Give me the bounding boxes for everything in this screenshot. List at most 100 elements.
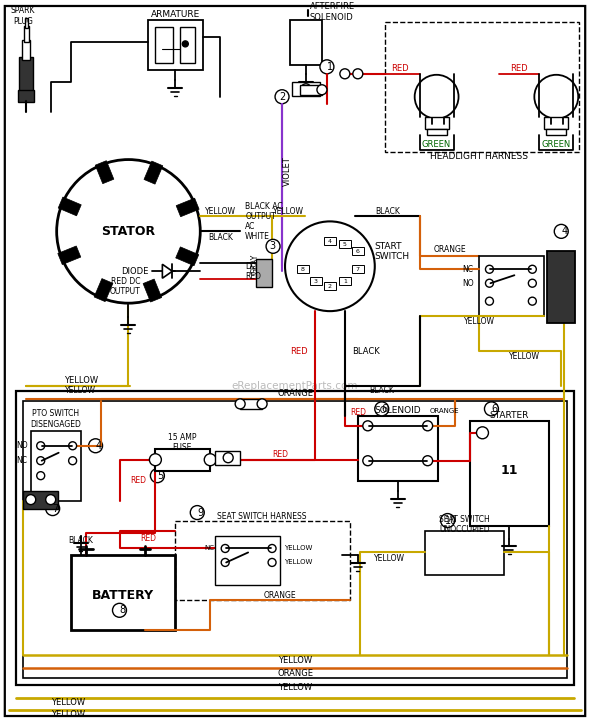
Circle shape <box>37 472 45 480</box>
Text: AC
WHITE: AC WHITE <box>245 222 270 241</box>
Bar <box>22 40 30 60</box>
Bar <box>144 161 163 184</box>
Bar <box>470 420 549 526</box>
Text: YELLOW: YELLOW <box>509 351 540 361</box>
Text: BLACK: BLACK <box>369 387 394 395</box>
Text: YELLOW: YELLOW <box>51 698 85 706</box>
Text: ORANGE: ORANGE <box>277 390 313 398</box>
Bar <box>339 277 351 285</box>
Text: NO: NO <box>462 279 474 288</box>
Circle shape <box>486 265 493 274</box>
Bar <box>352 265 364 274</box>
Text: ORANGE: ORANGE <box>433 245 466 254</box>
Circle shape <box>415 75 458 119</box>
Circle shape <box>37 442 45 450</box>
Bar <box>290 20 322 65</box>
Bar <box>155 449 210 471</box>
Text: 4: 4 <box>561 226 568 236</box>
Bar <box>23 401 567 678</box>
Text: 1: 1 <box>327 62 333 72</box>
Text: YELLOW: YELLOW <box>51 709 85 719</box>
Circle shape <box>529 265 536 274</box>
Circle shape <box>285 221 375 311</box>
Text: 4: 4 <box>328 239 332 244</box>
Text: BATTERY: BATTERY <box>91 589 153 602</box>
Text: 11: 11 <box>501 464 518 477</box>
Bar <box>24 26 29 42</box>
Circle shape <box>529 279 536 287</box>
Circle shape <box>45 502 60 516</box>
Text: 4: 4 <box>96 441 101 451</box>
Text: NC: NC <box>17 456 28 465</box>
Text: 7: 7 <box>356 266 360 271</box>
Text: YELLOW: YELLOW <box>278 656 312 665</box>
Bar <box>385 22 579 152</box>
Bar <box>352 247 364 256</box>
Text: 9: 9 <box>197 508 204 518</box>
Text: RED: RED <box>350 408 366 418</box>
Text: SOLENOID: SOLENOID <box>375 406 421 415</box>
Bar <box>427 129 447 135</box>
Text: YELLOW: YELLOW <box>284 546 313 552</box>
Circle shape <box>320 60 334 74</box>
Circle shape <box>441 513 454 528</box>
Text: NO: NO <box>16 441 28 450</box>
Circle shape <box>57 160 200 303</box>
Text: 5: 5 <box>158 471 163 481</box>
Text: 2: 2 <box>279 91 285 102</box>
Circle shape <box>266 239 280 253</box>
Circle shape <box>422 420 432 431</box>
Text: PTO SWITCH
DISENGAGED: PTO SWITCH DISENGAGED <box>30 409 81 428</box>
Circle shape <box>363 456 373 466</box>
Bar <box>149 20 204 70</box>
Bar <box>71 555 175 630</box>
Text: RED: RED <box>510 64 528 73</box>
Bar <box>310 277 322 285</box>
Text: YELLOW: YELLOW <box>273 207 303 216</box>
Bar <box>480 256 545 316</box>
Circle shape <box>477 427 489 438</box>
Text: NC: NC <box>463 265 474 274</box>
Text: YELLOW: YELLOW <box>65 387 96 395</box>
Text: 5: 5 <box>343 242 347 247</box>
Circle shape <box>150 469 165 482</box>
Text: 8: 8 <box>301 266 305 271</box>
Circle shape <box>353 69 363 78</box>
Circle shape <box>37 456 45 464</box>
Text: DIODE: DIODE <box>121 266 149 276</box>
FancyBboxPatch shape <box>5 6 585 716</box>
Text: BLACK: BLACK <box>352 346 379 356</box>
Text: AFTERFIRE
SOLENOID: AFTERFIRE SOLENOID <box>310 2 355 22</box>
Text: 6: 6 <box>356 249 360 254</box>
Text: STARTER: STARTER <box>490 411 529 420</box>
Text: YELLOW: YELLOW <box>278 683 312 692</box>
Bar <box>546 129 566 135</box>
Text: RED DC
OUTPUT: RED DC OUTPUT <box>110 276 140 296</box>
Bar <box>181 27 195 63</box>
Text: YELLOW: YELLOW <box>64 377 98 385</box>
Text: SEAT SWITCH HARNESS: SEAT SWITCH HARNESS <box>217 512 307 521</box>
Bar <box>155 27 173 63</box>
Text: ARMATURE: ARMATURE <box>150 11 200 19</box>
Bar <box>300 85 322 95</box>
Text: ORANGE: ORANGE <box>277 669 313 678</box>
Text: YELLOW: YELLOW <box>464 317 495 325</box>
Circle shape <box>535 75 578 119</box>
Circle shape <box>268 559 276 567</box>
Text: NC: NC <box>204 546 214 552</box>
Text: 10: 10 <box>445 516 458 526</box>
Circle shape <box>484 402 499 416</box>
Text: 1: 1 <box>343 279 347 284</box>
Circle shape <box>68 442 77 450</box>
Circle shape <box>221 544 229 552</box>
Text: BLACK: BLACK <box>375 207 400 216</box>
Bar <box>339 240 351 248</box>
Text: YELLOW: YELLOW <box>374 554 405 563</box>
Circle shape <box>223 453 233 463</box>
Circle shape <box>235 399 245 409</box>
Polygon shape <box>162 264 172 278</box>
Bar <box>95 161 114 184</box>
Text: START
SWITCH: START SWITCH <box>375 242 410 261</box>
Bar <box>16 391 574 685</box>
Circle shape <box>486 279 493 287</box>
